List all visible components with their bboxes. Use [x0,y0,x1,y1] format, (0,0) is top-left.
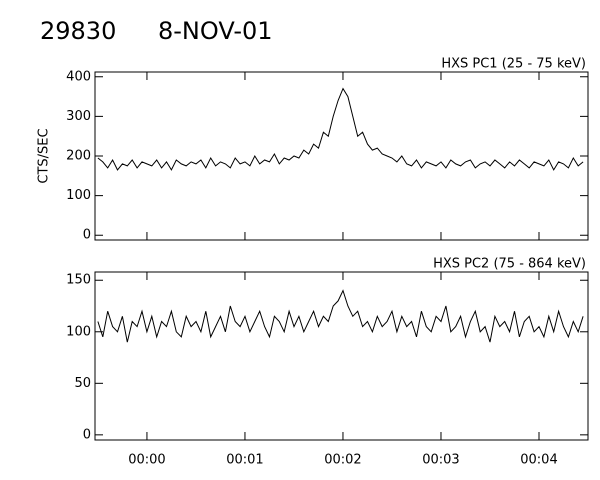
y-tick-label: 200 [66,149,91,164]
y-tick-label: 50 [74,376,91,391]
y-tick-label: 0 [83,427,91,442]
panel-title: HXS PC2 (75 - 864 keV) [433,257,586,272]
y-tick-label: 100 [66,188,91,203]
data-line [97,289,584,343]
y-tick-label: 100 [66,324,91,339]
y-tick-label: 300 [66,109,91,124]
observation-date: 8-NOV-01 [158,17,273,45]
y-tick-label: 0 [83,228,91,243]
x-tick-label: 00:00 [128,453,165,468]
data-line [97,87,584,171]
x-tick-label: 00:01 [226,453,263,468]
y-axis-label: CTS/SEC [37,128,52,183]
observation-id: 29830 [40,17,116,45]
y-tick-label: 400 [66,69,91,84]
x-tick-label: 00:02 [324,453,361,468]
plot-frame [94,71,589,241]
x-tick-label: 00:04 [520,453,557,468]
panel-title: HXS PC1 (25 - 75 keV) [441,57,586,72]
x-tick-label: 00:03 [422,453,459,468]
y-tick-label: 150 [66,273,91,288]
plot-frame [94,271,589,441]
